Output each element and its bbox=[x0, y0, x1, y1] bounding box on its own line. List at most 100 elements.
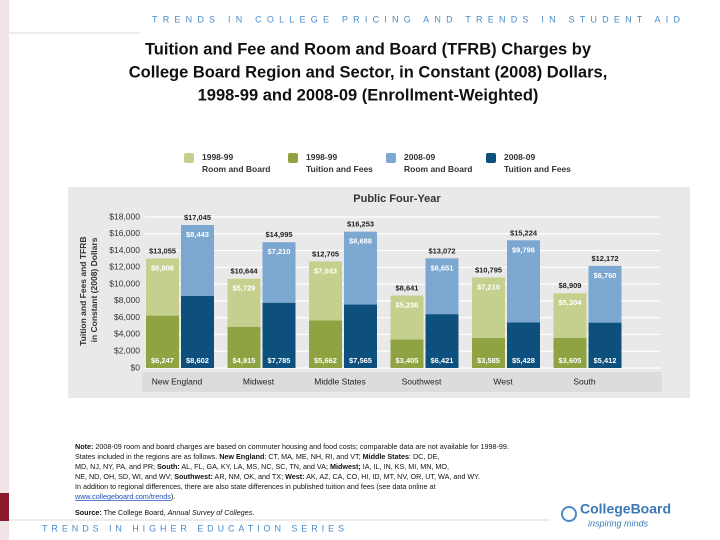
value-label: $5,304 bbox=[559, 298, 583, 307]
value-label: $8,688 bbox=[349, 237, 372, 246]
note-run: MD, NJ, NY, PA, and PR; bbox=[75, 462, 157, 471]
bar-segment bbox=[507, 322, 540, 368]
legend-swatch bbox=[288, 153, 298, 163]
bar-segment bbox=[472, 337, 505, 368]
bar-segment bbox=[344, 231, 377, 305]
total-label: $13,072 bbox=[428, 246, 455, 255]
bar-segment bbox=[425, 314, 459, 368]
value-label: $7,565 bbox=[349, 356, 372, 365]
note-run: In addition to regional differences, the… bbox=[75, 482, 436, 491]
bar-segment bbox=[425, 258, 459, 315]
note-run: New England bbox=[219, 452, 264, 461]
note-line: MD, NJ, NY, PA, and PR; South: AL, FL, G… bbox=[75, 462, 449, 471]
bar-segment bbox=[262, 302, 296, 368]
total-label: $15,224 bbox=[510, 228, 538, 237]
value-label: $4,915 bbox=[233, 356, 256, 365]
value-label: $5,662 bbox=[314, 356, 337, 365]
value-label: $7,210 bbox=[268, 247, 291, 256]
value-label: $6,808 bbox=[151, 263, 174, 272]
total-label: $12,172 bbox=[591, 254, 618, 263]
note-run: Southwest: bbox=[174, 472, 213, 481]
x-tick-label: West bbox=[493, 376, 513, 386]
bar-segment bbox=[181, 225, 214, 296]
note-run: West: bbox=[285, 472, 304, 481]
chart-title: 1998-99 and 2008-09 (Enrollment-Weighted… bbox=[198, 86, 539, 104]
legend-label: 1998-99 Room and Board bbox=[202, 152, 270, 174]
bar-segment bbox=[309, 261, 342, 321]
value-label: $5,412 bbox=[594, 356, 617, 365]
note-line: NE, ND, OH, SD, WI, and WV; Southwest: A… bbox=[75, 472, 480, 481]
note-run: States included in the regions are as fo… bbox=[75, 452, 219, 461]
note-line: Note: 2008-09 room and board charges are… bbox=[75, 442, 509, 451]
chart-title: Tuition and Fee and Room and Board (TFRB… bbox=[145, 40, 592, 58]
note-line: States included in the regions are as fo… bbox=[75, 452, 439, 461]
bar-segment bbox=[262, 242, 296, 303]
bar-segment bbox=[181, 295, 214, 368]
legend-label: 1998-99 Tuition and Fees bbox=[306, 152, 373, 174]
x-tick-label: Southwest bbox=[402, 376, 442, 386]
note-run: NE, ND, OH, SD, WI, and WV; bbox=[75, 472, 174, 481]
note-run: : DC, DE, bbox=[409, 452, 439, 461]
footer: TRENDS IN HIGHER EDUCATION SERIES bbox=[42, 523, 344, 533]
value-label: $3,585 bbox=[477, 356, 500, 365]
note-run: South: bbox=[157, 462, 180, 471]
note-line: www.collegeboard.com/trends). bbox=[74, 492, 175, 501]
value-label: $8,443 bbox=[186, 230, 209, 239]
note-run: ). bbox=[171, 492, 175, 501]
legend-swatch bbox=[486, 153, 496, 163]
total-label: $8,641 bbox=[396, 283, 419, 292]
x-tick-label: Midwest bbox=[243, 376, 275, 386]
chart-title: College Board Region and Sector, in Cons… bbox=[129, 63, 608, 81]
total-label: $10,795 bbox=[475, 265, 502, 274]
value-label: $3,605 bbox=[559, 356, 582, 365]
note-run: AR, NM, OK, and TX; bbox=[213, 472, 285, 481]
y-tick-label: $16,000 bbox=[109, 228, 140, 238]
header: TRENDS IN COLLEGE PRICING AND TRENDS IN … bbox=[152, 14, 681, 24]
value-label: $6,651 bbox=[431, 263, 454, 272]
note-line: In addition to regional differences, the… bbox=[75, 482, 436, 491]
total-label: $14,995 bbox=[265, 230, 292, 239]
value-label: $8,602 bbox=[186, 356, 209, 365]
bar-segment bbox=[146, 258, 179, 316]
bar-segment bbox=[390, 295, 424, 340]
y-tick-label: $6,000 bbox=[114, 312, 140, 322]
bar-segment bbox=[588, 265, 622, 323]
bar-segment bbox=[227, 326, 261, 368]
x-tick-label: New England bbox=[152, 376, 203, 386]
legend-swatch bbox=[184, 153, 194, 163]
bar-segment bbox=[507, 240, 540, 323]
total-label: $8,909 bbox=[559, 281, 582, 290]
left-stripe bbox=[0, 0, 9, 540]
y-tick-label: $4,000 bbox=[114, 329, 140, 339]
bar-segment bbox=[309, 320, 342, 368]
y-axis-label: Tuition and Fees and TFRB in Constant (2… bbox=[78, 234, 99, 346]
bar-segment bbox=[553, 293, 587, 338]
y-tick-label: $8,000 bbox=[114, 295, 140, 305]
value-label: $7,785 bbox=[268, 356, 291, 365]
value-label: $5,428 bbox=[512, 356, 535, 365]
category-band bbox=[142, 372, 662, 392]
logo-mark bbox=[561, 506, 577, 522]
y-tick-label: $12,000 bbox=[109, 262, 140, 272]
note-run: : CT, MA, ME, NH, RI, and VT; bbox=[264, 452, 362, 461]
chart-subtitle: Public Four-Year bbox=[353, 193, 441, 205]
value-label: $6,421 bbox=[431, 356, 454, 365]
note-run: . bbox=[252, 508, 254, 517]
value-label: $7,210 bbox=[477, 282, 500, 291]
bar-segment bbox=[472, 277, 505, 338]
y-tick-label: $2,000 bbox=[114, 345, 140, 355]
legend-label: 2008-09 Room and Board bbox=[404, 152, 472, 174]
note-run: Source: bbox=[75, 508, 102, 517]
note-run: IA, IL, IN, KS, MI, MN, MO, bbox=[361, 462, 449, 471]
bar-segment bbox=[588, 322, 622, 368]
total-label: $13,055 bbox=[149, 246, 176, 255]
x-tick-label: Middle States bbox=[314, 376, 366, 386]
bar-segment bbox=[390, 339, 424, 368]
total-label: $17,045 bbox=[184, 213, 211, 222]
y-tick-label: $14,000 bbox=[109, 245, 140, 255]
note-run: Midwest; bbox=[330, 462, 361, 471]
note-run[interactable]: www.collegeboard.com/trends bbox=[74, 492, 171, 501]
value-label: $6,760 bbox=[594, 271, 617, 280]
note-run: 2008-09 room and board charges are based… bbox=[93, 442, 509, 451]
